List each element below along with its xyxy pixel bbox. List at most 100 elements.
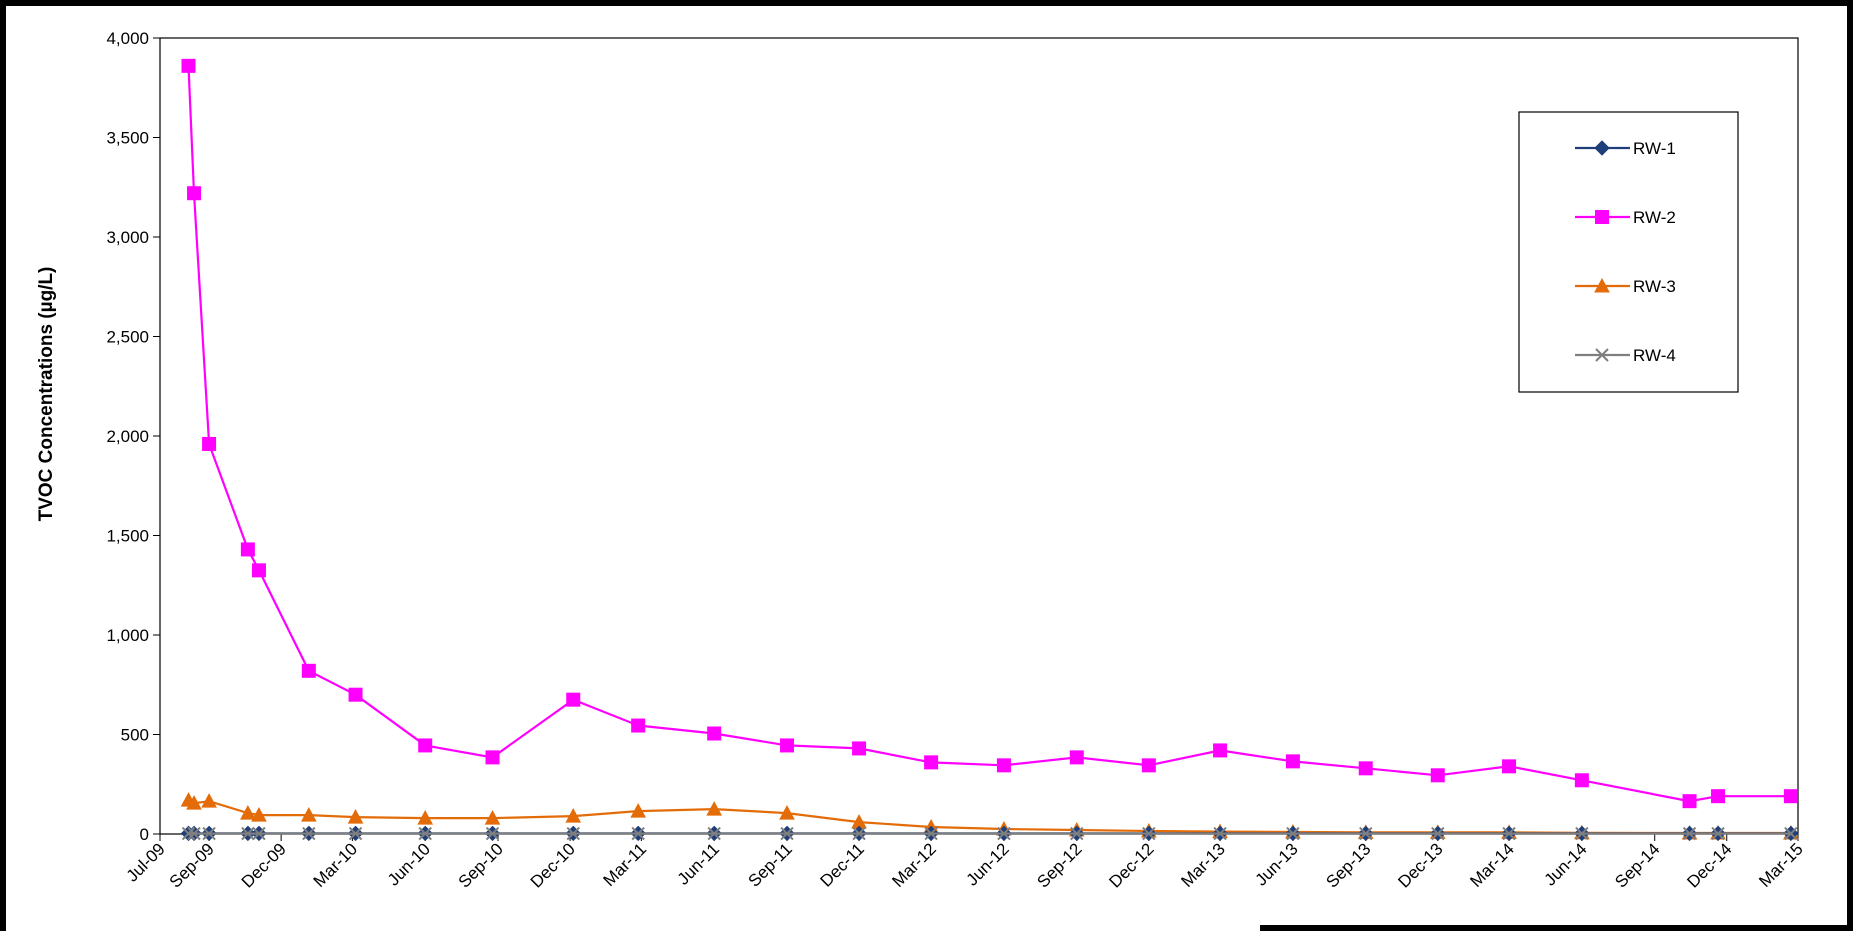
frame-bottom-edge (1260, 925, 1853, 931)
data-point-rw-2 (301, 663, 316, 678)
data-point-rw-2 (181, 58, 196, 73)
data-point-rw-2 (566, 692, 581, 707)
y-tick-label: 1,000 (106, 626, 149, 645)
data-point-rw-2 (1358, 761, 1373, 776)
x-tick-label: Sep-09 (166, 839, 218, 891)
y-tick-label: 0 (140, 825, 149, 844)
data-point-rw-3 (251, 807, 267, 822)
x-tick-label: Mar-13 (1177, 839, 1229, 891)
data-point-rw-4 (1711, 826, 1725, 841)
data-point-rw-3 (484, 810, 501, 825)
data-point-rw-3 (186, 795, 202, 810)
x-tick-label: Jun-13 (1252, 839, 1302, 889)
data-point-rw-2 (996, 758, 1011, 773)
data-point-rw-4 (1286, 826, 1300, 841)
series-layer (180, 58, 1799, 842)
data-point-rw-3 (417, 810, 434, 825)
x-tick-label: Dec-09 (238, 839, 290, 891)
y-tick-label: 500 (121, 726, 149, 745)
x-tick-label: Sep-13 (1322, 839, 1374, 891)
x-tick-label: Sep-11 (745, 839, 796, 890)
data-point-rw-4 (631, 826, 645, 841)
y-tick-label: 1,500 (106, 527, 149, 546)
x-tick-label: Mar-14 (1466, 839, 1518, 891)
data-point-rw-4 (1431, 826, 1445, 841)
data-point-rw-3 (706, 801, 723, 816)
data-point-rw-2 (707, 726, 722, 741)
data-point-rw-3 (630, 803, 647, 818)
data-point-rw-2 (631, 718, 646, 733)
data-point-rw-4 (485, 826, 500, 841)
x-tick-label: Sep-10 (455, 839, 507, 891)
y-axis-ticks: 0 500 1,000 1,500 2,000 2,500 3,000 3,500 4,000 (106, 29, 160, 844)
data-point-rw-4 (181, 826, 196, 841)
data-point-rw-2 (202, 436, 217, 451)
data-point-rw-4 (1502, 826, 1516, 841)
legend-label: RW-3 (1633, 277, 1676, 296)
legend: RW-1 RW-2 RW-3 RW-4 (1518, 111, 1739, 393)
legend-box (1518, 111, 1739, 393)
x-tick-label: Mar-15 (1755, 839, 1807, 891)
series-rw-4 (181, 826, 1798, 841)
data-point-rw-3 (565, 808, 582, 823)
data-point-rw-4 (852, 826, 866, 841)
data-point-rw-2 (1069, 750, 1084, 765)
data-point-rw-2 (187, 186, 202, 201)
y-tick-label: 2,000 (106, 427, 149, 446)
data-point-rw-4 (418, 826, 432, 841)
x-tick-label: Dec-14 (1683, 839, 1735, 891)
data-point-rw-4 (707, 826, 721, 841)
data-point-rw-2 (1141, 758, 1156, 773)
data-point-rw-3 (779, 805, 795, 820)
data-point-rw-4 (1784, 826, 1798, 841)
x-tick-label: Dec-11 (817, 839, 868, 890)
x-tick-label: Dec-12 (1105, 839, 1157, 891)
data-point-rw-4 (1070, 826, 1084, 841)
data-point-rw-2 (1502, 759, 1517, 774)
legend-marker-rw-2 (1595, 210, 1609, 224)
data-point-rw-4 (1213, 826, 1227, 841)
x-tick-label: Jun-14 (1541, 839, 1591, 889)
x-tick-label: Mar-12 (888, 839, 940, 891)
legend-item-rw-3: RW-3 (1575, 277, 1676, 296)
data-point-rw-3 (347, 809, 364, 824)
y-tick-label: 3,500 (106, 129, 149, 148)
data-point-rw-2 (1285, 754, 1300, 769)
x-tick-label: Jul-09 (123, 839, 169, 885)
data-point-rw-2 (1430, 768, 1445, 783)
data-point-rw-4 (202, 826, 216, 841)
legend-item-rw-4: RW-4 (1575, 346, 1676, 365)
data-point-rw-2 (348, 687, 363, 702)
data-point-rw-2 (924, 755, 939, 770)
data-point-rw-2 (1213, 743, 1228, 758)
data-point-rw-4 (1359, 826, 1373, 841)
legend-label: RW-1 (1633, 139, 1676, 158)
x-tick-label: Jun-11 (674, 839, 723, 888)
x-tick-label: Sep-12 (1033, 839, 1085, 891)
series-line-rw-3 (187, 799, 1791, 835)
data-point-rw-4 (1682, 826, 1697, 841)
data-point-rw-2 (1682, 794, 1697, 809)
data-point-rw-4 (1575, 826, 1589, 841)
x-tick-label: Dec-13 (1394, 839, 1446, 891)
legend-marker-rw-4 (1595, 348, 1609, 362)
data-point-rw-2 (1711, 789, 1726, 804)
y-axis-title: TVOC Concentrations (µg/L) (36, 267, 57, 522)
legend-marker-rw-3 (1594, 277, 1610, 293)
data-point-rw-4 (348, 826, 363, 841)
x-tick-label: Dec-10 (527, 839, 579, 891)
data-point-rw-2 (485, 750, 500, 765)
data-point-rw-4 (241, 826, 255, 841)
legend-label: RW-2 (1633, 208, 1676, 227)
x-tick-label: Mar-11 (600, 839, 651, 890)
legend-marker-rw-1 (1594, 140, 1610, 156)
data-point-rw-4 (997, 826, 1011, 841)
x-tick-label: Mar-10 (310, 839, 362, 891)
data-point-rw-4 (566, 826, 580, 841)
y-tick-label: 4,000 (106, 29, 149, 48)
y-tick-label: 3,000 (106, 228, 149, 247)
x-tick-label: Jun-12 (963, 839, 1013, 889)
data-point-rw-4 (187, 826, 201, 841)
